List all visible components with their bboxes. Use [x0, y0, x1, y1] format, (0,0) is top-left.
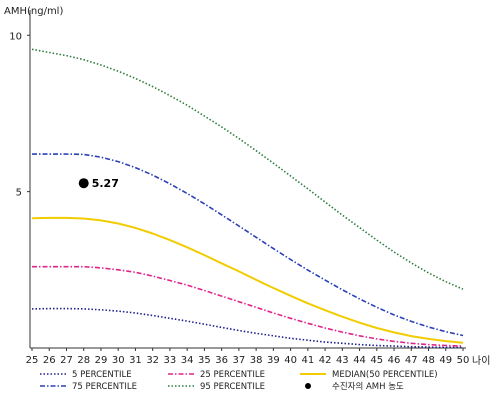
x-tick-label: 38 — [250, 355, 263, 366]
legend-label: 수진자의 AMH 농도 — [332, 381, 404, 392]
x-tick-label: 32 — [146, 355, 159, 366]
legend-label: 95 PERCENTILE — [200, 382, 265, 392]
legend-item: MEDIAN(50 PERCENTILE) — [300, 370, 438, 380]
x-tick-label: 35 — [198, 355, 211, 366]
legend: 5 PERCENTILE 75 PERCENTILE 25 PERCENTILE 95… — [40, 370, 438, 392]
x-tick-label: 43 — [336, 355, 349, 366]
x-axis-title: 나이 — [472, 355, 490, 367]
series-lines — [31, 48, 464, 349]
x-tick-label: 50 — [457, 355, 470, 366]
y-axis-title: AMH(ng/ml) — [4, 6, 63, 17]
x-tick-label: 34 — [181, 355, 194, 366]
legend-label: 25 PERCENTILE — [200, 370, 265, 380]
x-tick-label: 26 — [43, 355, 56, 366]
legend-label: MEDIAN(50 PERCENTILE) — [332, 370, 438, 380]
y-tick-label: 10 — [9, 31, 22, 42]
series-line-5-percentile — [31, 307, 463, 349]
legend-item: 75 PERCENTILE — [40, 382, 137, 392]
x-tick-label: 31 — [129, 355, 142, 366]
series-line-75-percentile — [32, 153, 464, 337]
x-tick-label: 45 — [370, 355, 383, 366]
ticks: 25 26 27 28 29 30 31 32 33 34 35 36 37 38 39 40 41 42 43 44… — [9, 31, 469, 366]
legend-item: 95 PERCENTILE — [168, 382, 265, 392]
x-tick-label: 33 — [164, 355, 177, 366]
x-tick-label: 46 — [388, 355, 401, 366]
x-tick-label: 41 — [301, 355, 314, 366]
x-tick-label: 49 — [439, 355, 452, 366]
x-tick-label: 39 — [267, 355, 280, 366]
patient-amh-value-label: 5.27 — [92, 177, 119, 190]
legend-label: 75 PERCENTILE — [72, 382, 137, 392]
legend-item: 수진자의 AMH 농도 — [305, 381, 404, 392]
axes: AMH(ng/ml) 나이 — [4, 6, 490, 367]
x-tick-label: 44 — [353, 355, 366, 366]
x-tick-label: 28 — [77, 355, 90, 366]
series-line-25-percentile — [32, 265, 464, 347]
x-tick-label: 36 — [215, 355, 228, 366]
x-tick-label: 37 — [233, 355, 246, 366]
patient-amh-point — [78, 178, 89, 189]
x-tick-label: 48 — [422, 355, 435, 366]
series-line-median-50-percentile — [31, 216, 464, 344]
legend-label: 5 PERCENTILE — [72, 370, 132, 380]
legend-swatch-marker — [305, 383, 311, 389]
x-tick-label: 29 — [95, 355, 108, 366]
y-tick-label: 5 — [16, 188, 22, 199]
series-line-95-percentile — [31, 48, 464, 290]
legend-item: 25 PERCENTILE — [168, 370, 265, 380]
legend-item: 5 PERCENTILE — [40, 370, 132, 380]
x-tick-label: 47 — [405, 355, 418, 366]
x-tick-label: 40 — [284, 355, 297, 366]
x-tick-label: 27 — [60, 355, 73, 366]
patient-marker-group: 5.27 — [78, 177, 119, 190]
x-tick-label: 30 — [112, 355, 125, 366]
x-tick-label: 25 — [26, 355, 39, 366]
x-tick-label: 42 — [319, 355, 332, 366]
